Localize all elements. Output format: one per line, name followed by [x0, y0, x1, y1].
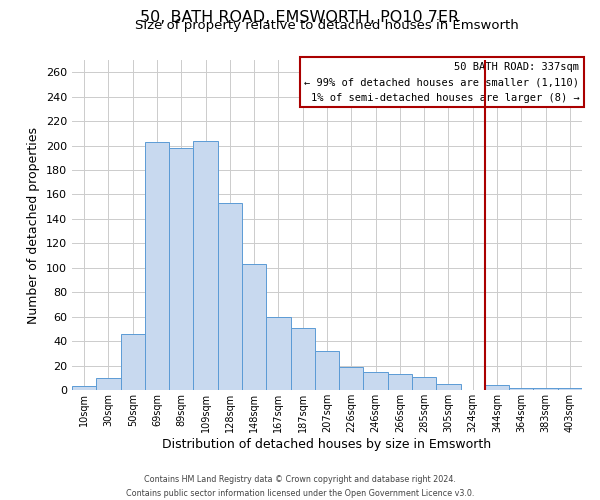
- Y-axis label: Number of detached properties: Number of detached properties: [28, 126, 40, 324]
- Bar: [388, 374, 412, 390]
- Text: 50 BATH ROAD: 337sqm
← 99% of detached houses are smaller (1,110)
1% of semi-det: 50 BATH ROAD: 337sqm ← 99% of detached h…: [304, 62, 580, 103]
- Bar: [485, 385, 509, 390]
- Bar: [558, 388, 582, 390]
- Bar: [193, 140, 218, 390]
- Bar: [533, 388, 558, 390]
- Bar: [290, 328, 315, 390]
- Bar: [266, 316, 290, 390]
- Bar: [339, 367, 364, 390]
- Bar: [509, 388, 533, 390]
- Bar: [96, 378, 121, 390]
- Bar: [412, 376, 436, 390]
- Title: Size of property relative to detached houses in Emsworth: Size of property relative to detached ho…: [135, 20, 519, 32]
- X-axis label: Distribution of detached houses by size in Emsworth: Distribution of detached houses by size …: [163, 438, 491, 450]
- Bar: [364, 372, 388, 390]
- Bar: [72, 386, 96, 390]
- Bar: [242, 264, 266, 390]
- Bar: [121, 334, 145, 390]
- Bar: [145, 142, 169, 390]
- Bar: [218, 203, 242, 390]
- Bar: [436, 384, 461, 390]
- Bar: [169, 148, 193, 390]
- Bar: [315, 351, 339, 390]
- Text: 50, BATH ROAD, EMSWORTH, PO10 7ER: 50, BATH ROAD, EMSWORTH, PO10 7ER: [140, 10, 460, 25]
- Text: Contains HM Land Registry data © Crown copyright and database right 2024.
Contai: Contains HM Land Registry data © Crown c…: [126, 476, 474, 498]
